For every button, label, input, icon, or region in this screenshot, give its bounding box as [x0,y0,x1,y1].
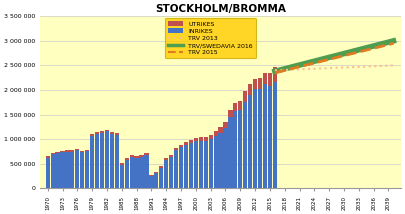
Bar [110,132,114,134]
Bar [65,150,70,152]
Bar [51,153,55,154]
Bar [55,152,60,153]
Bar [209,135,213,139]
Bar [90,134,94,136]
Bar [233,103,237,111]
Bar [268,86,272,188]
Bar [46,158,50,188]
Bar [253,79,257,89]
Bar [70,152,75,188]
Bar [130,155,134,157]
Bar [258,89,262,188]
Bar [189,143,193,188]
Bar [110,134,114,188]
Bar [105,131,109,188]
Bar [243,91,247,102]
Bar [115,135,119,188]
Bar [65,152,70,188]
Bar [179,145,183,147]
Bar [105,129,109,131]
Bar [233,111,237,188]
Bar [144,153,149,155]
Bar [204,141,208,188]
Bar [204,137,208,141]
Bar [125,160,129,188]
Bar [95,132,99,134]
Bar [139,155,144,157]
Bar [213,136,218,188]
Bar [85,150,89,151]
Bar [95,134,99,188]
Bar [174,150,178,188]
Bar [243,102,247,188]
Bar [258,78,262,89]
Bar [169,157,173,188]
Bar [194,138,198,141]
Bar [75,150,79,188]
Bar [70,150,75,152]
Bar [218,133,223,188]
Bar [238,110,243,188]
Bar [189,140,193,143]
Bar [130,157,134,188]
Bar [273,67,277,82]
Bar [149,175,153,176]
Bar [273,82,277,188]
Bar [119,163,124,165]
Bar [199,141,203,188]
Bar [164,160,168,188]
Bar [224,122,228,128]
Bar [80,151,84,152]
Bar [169,155,173,157]
Bar [213,131,218,136]
Bar [184,142,188,145]
Bar [134,158,139,188]
Bar [60,151,65,152]
Bar [90,136,94,188]
Bar [238,101,243,110]
Bar [159,168,163,188]
Bar [100,131,104,133]
Bar [55,153,60,188]
Bar [144,155,149,188]
Bar [179,147,183,188]
Bar [184,145,188,188]
Bar [164,158,168,160]
Bar [263,73,267,84]
Bar [139,157,144,188]
Bar [224,128,228,188]
Bar [75,149,79,150]
Title: STOCKHOLM/BROMMA: STOCKHOLM/BROMMA [155,4,286,14]
Bar [60,152,65,188]
Legend: UTRIKES, INRIKES, TRV 2013, TRV/SWEDAVIA 2016, TRV 2015: UTRIKES, INRIKES, TRV 2013, TRV/SWEDAVIA… [165,18,256,58]
Bar [199,137,203,141]
Bar [85,151,89,188]
Bar [209,139,213,188]
Bar [149,176,153,188]
Bar [134,156,139,158]
Bar [253,89,257,188]
Bar [154,174,158,188]
Bar [159,166,163,168]
Bar [194,141,198,188]
Bar [125,158,129,160]
Bar [248,95,252,188]
Bar [154,172,158,174]
Bar [228,110,232,116]
Bar [248,84,252,95]
Bar [119,165,124,188]
Bar [218,127,223,133]
Bar [268,73,272,86]
Bar [46,156,50,158]
Bar [174,148,178,150]
Bar [263,84,267,188]
Bar [115,134,119,135]
Bar [80,152,84,188]
Bar [100,133,104,188]
Bar [51,154,55,188]
Bar [228,116,232,188]
